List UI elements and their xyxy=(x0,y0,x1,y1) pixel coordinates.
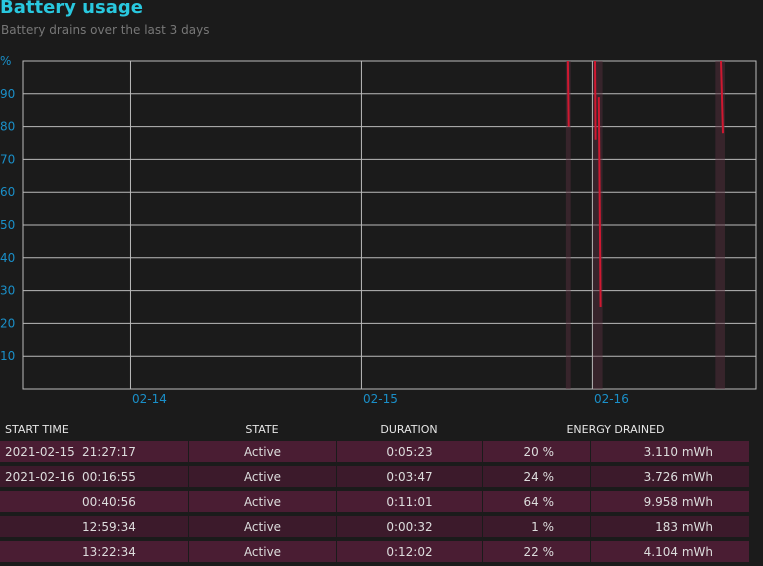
cell-percent: 22 % xyxy=(482,541,590,562)
cell-energy: 183 mWh xyxy=(590,516,749,537)
table-row: 00:40:56 Active 0:11:01 64 % 9.958 mWh xyxy=(0,491,763,512)
x-tick-label: 02-14 xyxy=(132,392,167,406)
header-duration: DURATION xyxy=(380,422,438,436)
cell-percent: 24 % xyxy=(482,466,590,487)
cell-start-clock: 21:27:17 xyxy=(82,444,136,459)
active-period-band xyxy=(565,61,571,389)
cell-state: Active xyxy=(188,491,336,512)
cell-state: Active xyxy=(188,516,336,537)
battery-level-line xyxy=(566,60,570,127)
x-tick-label: 02-15 xyxy=(363,392,398,406)
cell-start-clock: 00:16:55 xyxy=(82,469,136,484)
header-spacer xyxy=(749,421,763,437)
table-row: 13:22:34 Active 0:12:02 22 % 4.104 mWh xyxy=(0,541,763,562)
cell-start-time: 2021-02-15 21:27:17 xyxy=(0,441,188,462)
row-spacer xyxy=(749,491,763,512)
y-tick-label: 90 xyxy=(0,87,15,101)
cell-energy: 3.110 mWh xyxy=(590,441,749,462)
active-period-band xyxy=(592,61,603,389)
cell-percent: 1 % xyxy=(482,516,590,537)
header-start-time: START TIME xyxy=(5,422,69,436)
battery-level-line xyxy=(594,60,597,140)
cell-start-date: 2021-02-15 xyxy=(5,444,75,459)
y-tick-label: 40 xyxy=(0,251,15,265)
cell-duration: 0:00:32 xyxy=(336,516,482,537)
y-tick-label: 60 xyxy=(0,185,15,199)
battery-chart: % 90 80 70 60 50 40 30 20 10 02-14 02-15 02-16 xyxy=(0,54,757,406)
cell-percent: 64 % xyxy=(482,491,590,512)
cell-energy: 9.958 mWh xyxy=(590,491,749,512)
cell-duration: 0:12:02 xyxy=(336,541,482,562)
cell-start-clock: 00:40:56 xyxy=(82,494,136,509)
cell-state: Active xyxy=(188,466,336,487)
cell-energy: 4.104 mWh xyxy=(590,541,749,562)
active-period-band xyxy=(715,61,725,389)
cell-start-time: 13:22:34 xyxy=(0,541,188,562)
table-row: 2021-02-16 00:16:55 Active 0:03:47 24 % 3.726… xyxy=(0,466,763,487)
cell-start-time: 00:40:56 xyxy=(0,491,188,512)
y-tick-label: 10 xyxy=(0,349,15,363)
cell-state: Active xyxy=(188,541,336,562)
x-tick-label: 02-16 xyxy=(594,392,629,406)
y-tick-label: 30 xyxy=(0,284,15,298)
battery-level-line xyxy=(597,97,602,308)
table-header-row: START TIME STATE DURATION ENERGY DRAINED xyxy=(0,421,763,437)
battery-level-line xyxy=(720,60,724,134)
cell-start-clock: 12:59:34 xyxy=(82,519,136,534)
y-tick-label: 50 xyxy=(0,218,15,232)
battery-drain-table: START TIME STATE DURATION ENERGY DRAINED… xyxy=(0,417,763,566)
cell-state: Active xyxy=(188,441,336,462)
page-title: Battery usage xyxy=(0,0,143,18)
cell-start-time: 12:59:34 xyxy=(0,516,188,537)
cell-percent: 20 % xyxy=(482,441,590,462)
y-tick-label: 20 xyxy=(0,316,15,330)
cell-start-clock: 13:22:34 xyxy=(82,544,136,559)
row-spacer xyxy=(749,441,763,462)
row-spacer xyxy=(749,516,763,537)
cell-duration: 0:03:47 xyxy=(336,466,482,487)
y-tick-label: % xyxy=(0,54,11,68)
header-energy-drained: ENERGY DRAINED xyxy=(566,422,665,436)
cell-start-date: 2021-02-16 xyxy=(5,469,75,484)
header-state: STATE xyxy=(245,422,279,436)
cell-duration: 0:05:23 xyxy=(336,441,482,462)
cell-energy: 3.726 mWh xyxy=(590,466,749,487)
y-tick-label: 80 xyxy=(0,120,15,134)
cell-duration: 0:11:01 xyxy=(336,491,482,512)
row-spacer xyxy=(749,541,763,562)
table-row: 12:59:34 Active 0:00:32 1 % 183 mWh xyxy=(0,516,763,537)
table-row: 2021-02-15 21:27:17 Active 0:05:23 20 % 3.110… xyxy=(0,441,763,462)
y-tick-label: 70 xyxy=(0,152,15,166)
row-spacer xyxy=(749,466,763,487)
cell-start-time: 2021-02-16 00:16:55 xyxy=(0,466,188,487)
page-subtitle: Battery drains over the last 3 days xyxy=(1,23,210,37)
